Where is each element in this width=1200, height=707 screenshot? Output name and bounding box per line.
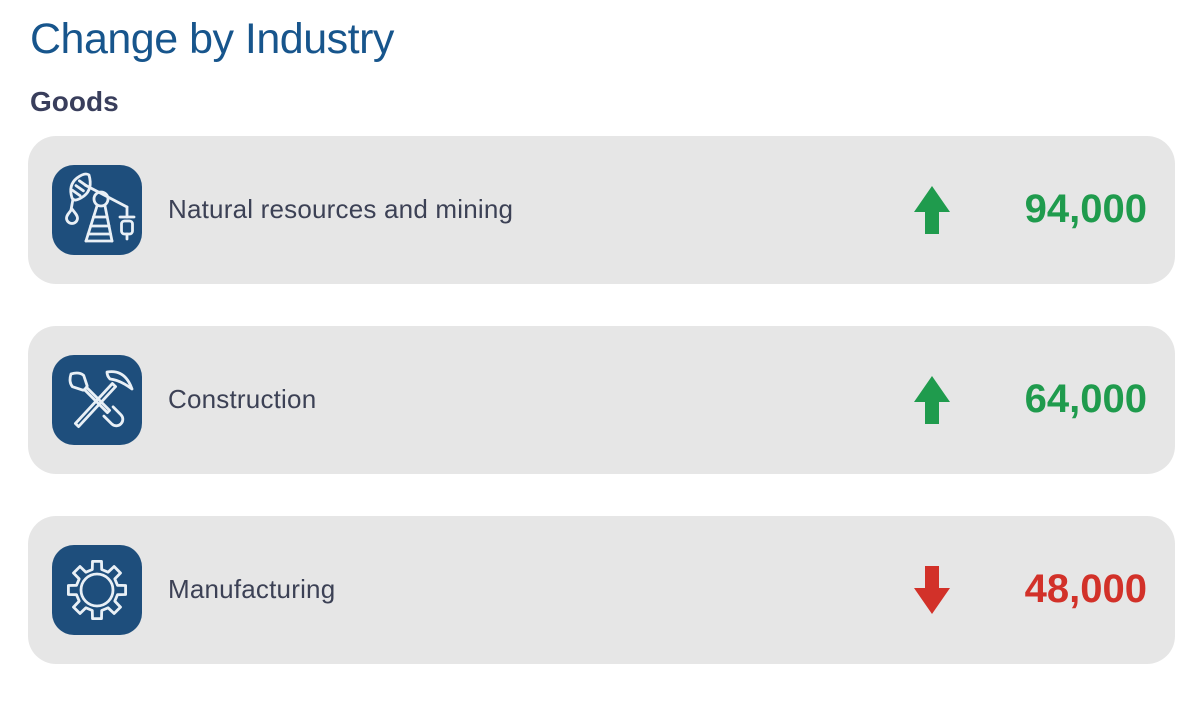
up-arrow-icon — [914, 375, 950, 424]
change-by-industry-panel: Change by Industry Goods — [28, 15, 1175, 664]
up-arrow-icon — [914, 185, 950, 234]
page-title: Change by Industry — [30, 15, 394, 63]
industry-rows: Natural resources and mining 94,000 — [28, 135, 1175, 664]
row-natural-resources-and-mining: Natural resources and mining 94,000 — [28, 135, 1175, 284]
gear-icon — [52, 544, 142, 635]
down-arrow-icon — [914, 565, 950, 614]
change-value: 64,000 — [1024, 377, 1147, 422]
row-construction: Construction 64,000 — [28, 325, 1175, 474]
shovel-pickaxe-icon — [52, 354, 142, 445]
industry-label: Manufacturing — [168, 574, 336, 605]
section-title-goods: Goods — [30, 85, 119, 117]
row-manufacturing: Manufacturing 48,000 — [28, 515, 1175, 664]
change-value: 48,000 — [1024, 567, 1147, 612]
industry-label: Natural resources and mining — [168, 194, 514, 225]
change-value: 94,000 — [1024, 187, 1147, 232]
industry-label: Construction — [168, 384, 317, 415]
oil-pumpjack-icon — [52, 164, 142, 255]
